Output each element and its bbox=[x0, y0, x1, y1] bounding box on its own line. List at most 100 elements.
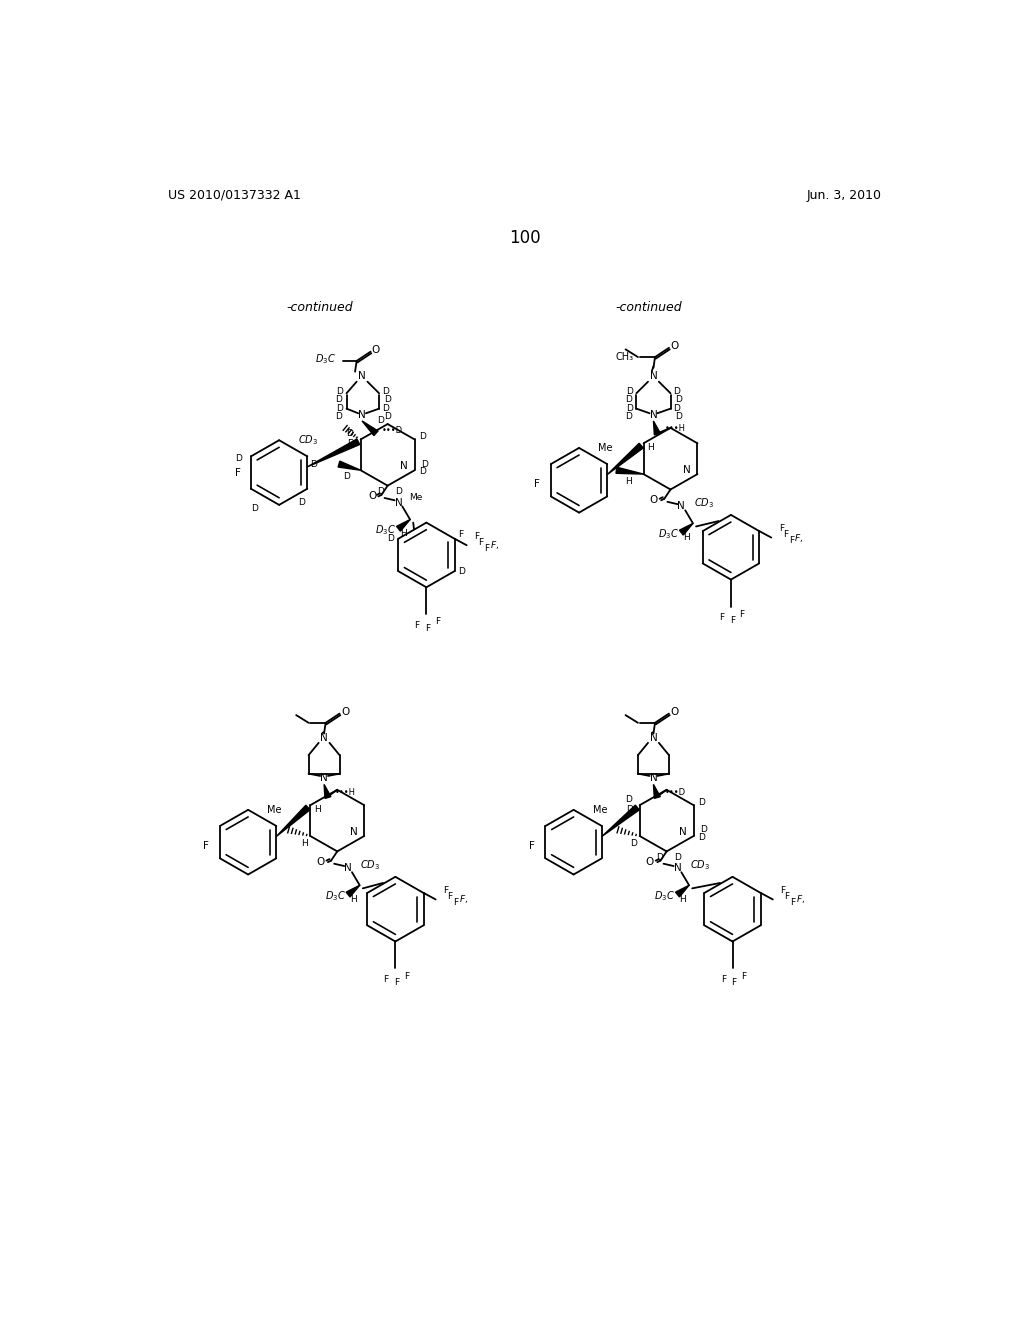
Text: D: D bbox=[384, 412, 390, 421]
Text: H: H bbox=[314, 805, 321, 813]
Text: D: D bbox=[630, 840, 637, 849]
Text: D: D bbox=[627, 387, 633, 396]
Text: F: F bbox=[721, 974, 726, 983]
Polygon shape bbox=[396, 520, 410, 531]
Text: $F,$: $F,$ bbox=[459, 894, 468, 906]
Text: D: D bbox=[698, 797, 706, 807]
Text: O: O bbox=[368, 491, 376, 502]
Text: N: N bbox=[344, 863, 352, 874]
Text: D: D bbox=[459, 566, 466, 576]
Text: N: N bbox=[683, 465, 691, 475]
Text: O: O bbox=[649, 495, 657, 506]
Polygon shape bbox=[607, 444, 643, 474]
Polygon shape bbox=[679, 524, 693, 535]
Text: D: D bbox=[335, 395, 342, 404]
Text: •••H: •••H bbox=[335, 788, 356, 796]
Text: D: D bbox=[421, 459, 428, 469]
Text: D: D bbox=[675, 853, 681, 862]
Text: $CD_3$: $CD_3$ bbox=[299, 433, 318, 447]
Text: $D_3C$: $D_3C$ bbox=[654, 890, 675, 903]
Text: D: D bbox=[337, 404, 343, 413]
Text: -continued: -continued bbox=[615, 301, 682, 314]
Text: O: O bbox=[671, 342, 679, 351]
Text: D: D bbox=[675, 395, 682, 404]
Text: D: D bbox=[382, 387, 389, 396]
Text: F: F bbox=[739, 610, 744, 619]
Text: F: F bbox=[474, 532, 479, 540]
Text: F: F bbox=[784, 892, 790, 900]
Text: F: F bbox=[782, 529, 787, 539]
Text: •••H: •••H bbox=[665, 424, 685, 433]
Text: D: D bbox=[377, 416, 384, 425]
Text: N: N bbox=[649, 774, 657, 783]
Text: F: F bbox=[740, 972, 745, 981]
Text: H: H bbox=[301, 840, 307, 849]
Polygon shape bbox=[338, 461, 360, 470]
Text: $F,$: $F,$ bbox=[795, 532, 804, 544]
Text: $CD_3$: $CD_3$ bbox=[693, 496, 714, 511]
Polygon shape bbox=[676, 886, 689, 896]
Text: H: H bbox=[647, 442, 654, 451]
Text: O: O bbox=[372, 345, 380, 355]
Text: N: N bbox=[358, 409, 366, 420]
Text: F: F bbox=[780, 886, 785, 895]
Text: D: D bbox=[419, 467, 426, 477]
Text: D: D bbox=[343, 473, 350, 480]
Text: CH₃: CH₃ bbox=[616, 352, 634, 362]
Text: F: F bbox=[403, 972, 409, 981]
Text: N: N bbox=[679, 828, 687, 837]
Text: Me: Me bbox=[598, 444, 613, 453]
Polygon shape bbox=[346, 886, 359, 896]
Text: F: F bbox=[730, 616, 735, 624]
Text: F: F bbox=[731, 978, 736, 987]
Text: F: F bbox=[484, 544, 489, 553]
Text: F: F bbox=[447, 892, 453, 900]
Text: N: N bbox=[649, 409, 657, 420]
Text: D: D bbox=[625, 795, 632, 804]
Text: D: D bbox=[335, 412, 342, 421]
Text: $D_3C$: $D_3C$ bbox=[325, 890, 346, 903]
Text: •••D: •••D bbox=[665, 788, 685, 796]
Text: F: F bbox=[478, 537, 483, 546]
Text: H: H bbox=[350, 895, 357, 904]
Text: O: O bbox=[341, 708, 349, 717]
Polygon shape bbox=[653, 784, 660, 799]
Text: D: D bbox=[377, 487, 384, 496]
Text: F: F bbox=[529, 841, 535, 851]
Text: F: F bbox=[779, 524, 784, 533]
Text: F: F bbox=[459, 531, 464, 540]
Text: D: D bbox=[299, 498, 305, 507]
Text: F: F bbox=[234, 467, 241, 478]
Text: N: N bbox=[400, 462, 409, 471]
Text: Me: Me bbox=[593, 805, 607, 814]
Polygon shape bbox=[324, 784, 331, 799]
Text: $F,$: $F,$ bbox=[489, 540, 499, 552]
Text: D: D bbox=[347, 438, 354, 447]
Text: F: F bbox=[204, 841, 209, 851]
Text: D: D bbox=[675, 412, 682, 421]
Text: O: O bbox=[671, 708, 679, 717]
Text: F: F bbox=[791, 898, 796, 907]
Text: N: N bbox=[321, 733, 328, 743]
Text: F: F bbox=[443, 886, 449, 895]
Text: D: D bbox=[699, 825, 707, 834]
Polygon shape bbox=[362, 421, 378, 436]
Text: N: N bbox=[674, 863, 681, 874]
Polygon shape bbox=[276, 805, 310, 837]
Text: Me: Me bbox=[267, 805, 282, 814]
Text: H: H bbox=[680, 895, 686, 904]
Text: F: F bbox=[384, 974, 389, 983]
Text: D: D bbox=[310, 459, 317, 469]
Text: O: O bbox=[645, 857, 653, 867]
Text: D: D bbox=[625, 395, 632, 404]
Text: F: F bbox=[425, 623, 430, 632]
Text: N: N bbox=[649, 733, 657, 743]
Text: D: D bbox=[387, 535, 394, 544]
Text: F: F bbox=[454, 898, 459, 907]
Text: •••D: •••D bbox=[382, 426, 403, 434]
Text: D: D bbox=[395, 487, 402, 496]
Text: US 2010/0137332 A1: US 2010/0137332 A1 bbox=[168, 189, 301, 202]
Text: $F,$: $F,$ bbox=[796, 894, 805, 906]
Text: F: F bbox=[788, 536, 794, 545]
Text: H: H bbox=[625, 478, 632, 486]
